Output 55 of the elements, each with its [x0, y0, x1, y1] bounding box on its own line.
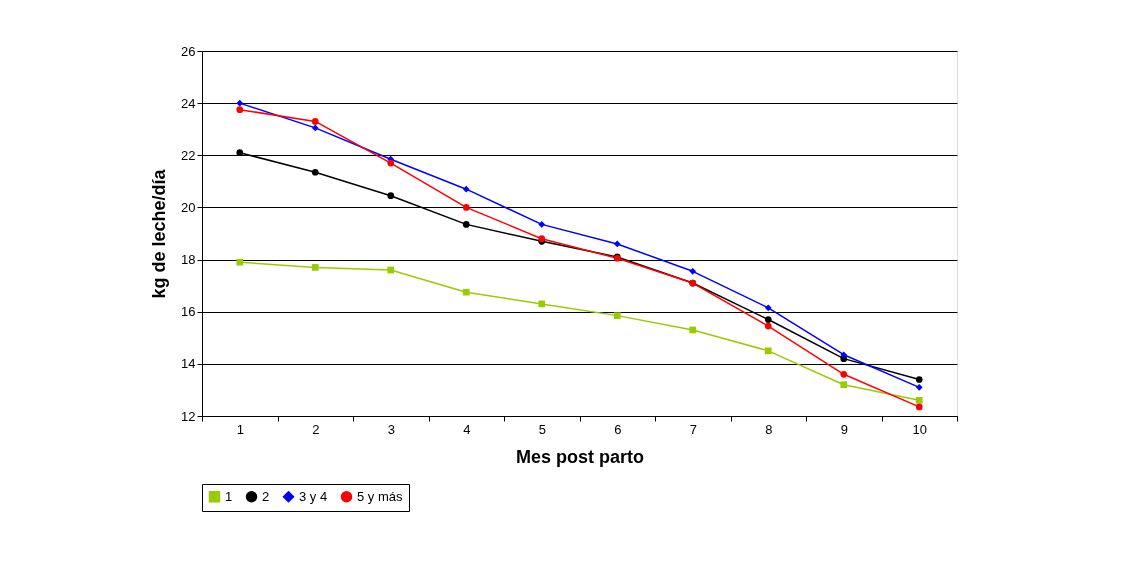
- point: [764, 322, 772, 330]
- point: [236, 99, 244, 107]
- x-tick-label: 2: [312, 421, 320, 437]
- y-axis-title: kg de leche/día: [149, 168, 170, 299]
- point: [462, 185, 470, 193]
- point: [538, 300, 546, 308]
- legend-label: 1: [225, 488, 233, 504]
- point: [840, 351, 848, 359]
- y-tick-label: 14: [181, 356, 196, 372]
- y-tick-label: 12: [181, 408, 196, 424]
- legend-label: 2: [262, 488, 270, 504]
- point: [462, 221, 470, 228]
- x-tick-label: 9: [840, 421, 848, 437]
- y-tick-label: 26: [181, 43, 196, 59]
- x-tick-label: 3: [387, 421, 395, 437]
- x-tick-label: 8: [765, 421, 773, 437]
- point: [915, 383, 923, 391]
- y-tick-label: 18: [181, 252, 196, 268]
- x-tick-label: 7: [689, 421, 697, 437]
- x-tick-label: 6: [614, 421, 622, 437]
- point: [764, 347, 772, 355]
- point: [311, 118, 319, 125]
- point: [689, 267, 697, 275]
- point: [915, 397, 923, 404]
- point: [764, 316, 772, 323]
- point: [311, 264, 319, 271]
- point: [462, 288, 470, 296]
- point: [689, 326, 697, 334]
- point: [236, 258, 244, 266]
- point: [387, 266, 395, 274]
- point: [236, 106, 244, 114]
- x-tick-label: 10: [912, 421, 927, 437]
- point: [915, 403, 923, 411]
- point: [613, 240, 621, 248]
- y-tick-label: 16: [181, 304, 196, 320]
- x-tick-label: 4: [463, 421, 471, 437]
- legend-label: 3 y 4: [299, 488, 328, 504]
- y-tick-label: 20: [181, 199, 196, 215]
- point: [538, 221, 546, 228]
- y-tick-label: 24: [181, 95, 196, 111]
- point: [915, 376, 923, 383]
- x-tick-label: 1: [236, 421, 244, 437]
- point: [840, 370, 848, 378]
- x-axis-title: Mes post parto: [515, 446, 645, 467]
- point: [311, 168, 319, 176]
- point: [387, 159, 395, 167]
- point: [311, 124, 319, 132]
- point: [840, 381, 848, 389]
- point: [764, 304, 772, 312]
- x-tick-label: 5: [538, 421, 546, 437]
- point: [613, 312, 621, 319]
- point: [387, 192, 395, 200]
- legend-label: 5 y más: [357, 488, 404, 504]
- point: [462, 204, 470, 211]
- y-tick-label: 22: [181, 147, 196, 163]
